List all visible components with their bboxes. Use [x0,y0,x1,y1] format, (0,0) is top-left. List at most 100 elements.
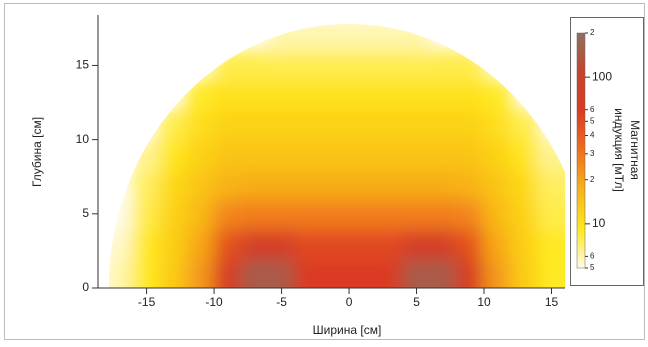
heat-cell [267,138,297,171]
heat-cell [267,257,297,288]
heat-cell [456,168,486,200]
heat-cell [375,227,405,260]
heat-cell [186,227,216,260]
heat-cell [456,257,486,288]
heat-cell [402,49,432,82]
heat-cell [132,168,162,200]
x-tick-label: -10 [205,295,223,309]
heat-cell [321,197,351,230]
heat-cell [429,168,459,200]
heat-cell [294,257,324,288]
heat-cell [108,257,135,288]
heat-cell [186,138,216,171]
heat-cell [537,227,565,260]
heat-cell [321,138,351,171]
colorbar-tick-label: 6 [590,251,595,260]
heat-cell [294,108,324,141]
heat-cell [456,49,486,82]
heat-cell [510,197,540,230]
colorbar-tick-label: 10 [592,216,606,230]
heat-cell [108,227,135,260]
colorbar-tick-label: 3 [590,149,595,158]
heat-cell [402,197,432,230]
heat-cell [456,138,486,171]
heat-cell [429,257,459,288]
colorbar-tick-label: 6 [590,105,595,114]
heat-cell [240,227,270,260]
x-tick-label: -5 [276,295,287,309]
heat-cell [321,49,351,82]
x-axis-label: Ширина [см] [313,323,382,337]
heat-cell [348,23,378,52]
heat-cell [267,197,297,230]
heat-cell [510,138,540,171]
heat-cell [159,168,189,200]
heat-cell [348,257,378,288]
heat-cell [483,227,513,260]
heat-cell [537,257,565,288]
heat-cell [132,257,162,288]
colorbar [576,32,586,269]
y-tick-label: 10 [76,132,90,146]
heat-cell [132,138,162,171]
heat-cell [186,168,216,200]
frame [4,3,645,340]
y-axis-label: Глубина [см] [30,117,44,187]
colorbar-label: индукция [мТл] [612,108,626,192]
heat-cell [294,227,324,260]
heat-cell [321,168,351,200]
heat-cell [537,168,565,200]
heat-cell [294,138,324,171]
heat-cell [186,197,216,230]
heat-cell [510,227,540,260]
colorbar-tick-label: 2 [590,28,595,37]
heat-cell [483,79,513,111]
heat-cell [510,257,540,288]
heat-cell [321,257,351,288]
heat-cell [402,227,432,260]
heat-cell [294,49,324,82]
heat-cell [483,168,513,200]
y-tick-label: 0 [82,280,89,294]
heat-cell [402,168,432,200]
heat-cell [213,79,243,111]
heat-cell [402,257,432,288]
heat-cell [375,49,405,82]
heat-cell [240,168,270,200]
heat-cell [213,138,243,171]
colorbar-label: Магнитная [628,120,642,180]
heat-cell [240,108,270,141]
x-tick-label: -15 [138,295,156,309]
heat-cell [213,49,243,82]
heat-cell [213,227,243,260]
heat-cell [321,79,351,111]
heat-cell [186,257,216,288]
heat-cell [132,197,162,230]
heat-cell [321,23,351,52]
heat-cell [483,197,513,230]
colorbar-tick-label: 5 [590,263,595,272]
heat-cell [348,49,378,82]
heat-cell [240,257,270,288]
x-tick-label: 15 [545,295,559,309]
y-tick-label: 15 [76,58,90,72]
heat-cell [267,108,297,141]
heat-cell [321,227,351,260]
heat-cell [429,138,459,171]
heat-cell [159,138,189,171]
heat-cell [510,168,540,200]
x-tick-label: 5 [413,295,420,309]
heat-cell [159,227,189,260]
colorbar-tick-label: 2 [590,175,595,184]
heat-cell [429,108,459,141]
heat-cell [213,168,243,200]
x-tick-label: 10 [477,295,491,309]
heat-cell [348,79,378,111]
heat-cell [375,79,405,111]
heat-cell [348,108,378,141]
heatmap [108,23,565,288]
colorbar-tick-label: 4 [590,131,595,140]
heat-cell [348,227,378,260]
y-tick-label: 5 [82,206,89,220]
